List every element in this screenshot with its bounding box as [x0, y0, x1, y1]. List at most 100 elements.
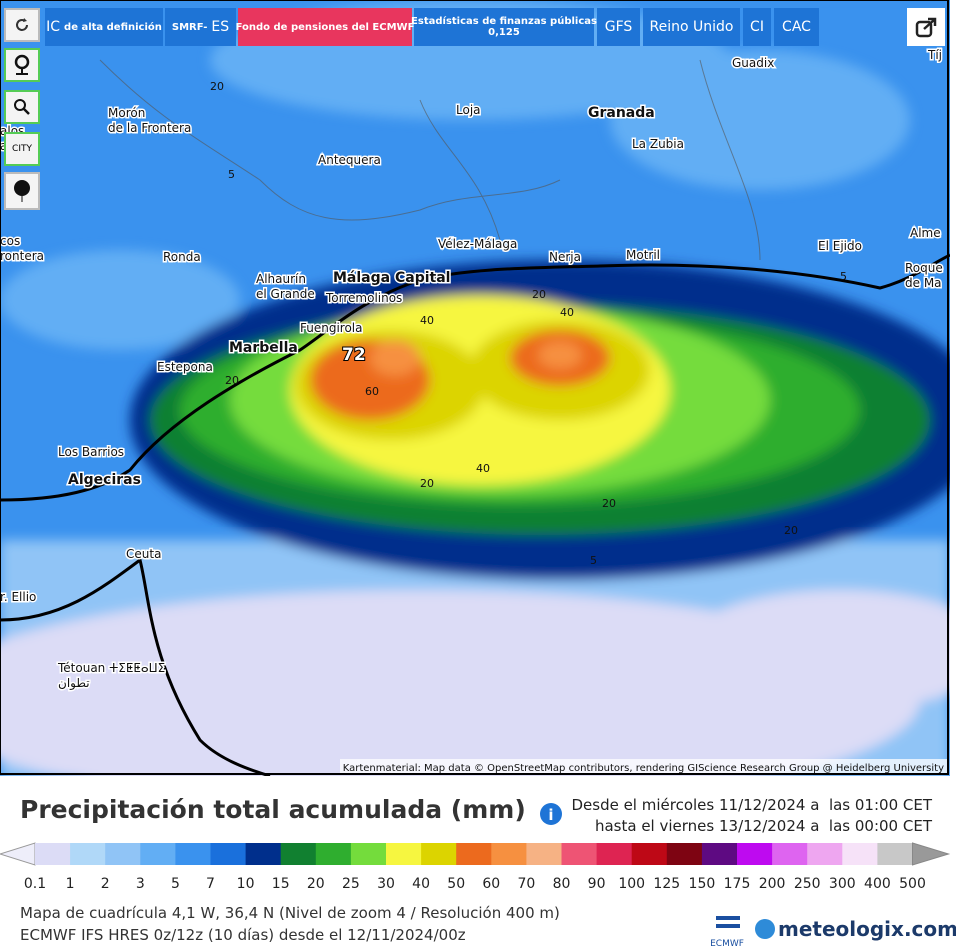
place-line: Motril [626, 248, 660, 262]
place-label: Morón de la Frontera [108, 106, 191, 135]
place-label: cos rontera [0, 234, 44, 263]
map: Morón de la Frontera Antequera Loja Granada L… [0, 0, 950, 776]
point-button[interactable] [4, 172, 40, 210]
zoom-button[interactable] [4, 90, 40, 124]
scale-label: 25 [342, 876, 360, 892]
place-label: Nerja [549, 250, 581, 264]
scale-label: 300 [829, 876, 856, 892]
precip-field [0, 0, 950, 776]
footer-grid: Mapa de cuadrícula 4,1 W, 36,4 N (Nivel … [20, 904, 560, 922]
button-text: Fondo de pensiones del ECMWF [235, 21, 415, 33]
legend-title: Precipitación total acumulada (mm) [20, 795, 526, 824]
scale-label: 20 [307, 876, 325, 892]
location-button[interactable] [4, 48, 40, 82]
meteologix-logo: meteologix.com [778, 917, 956, 941]
contour-label: 5 [840, 270, 847, 283]
place-label: Guadix [732, 56, 774, 70]
place-line: Loja [456, 103, 481, 117]
button-text: 0,125 [488, 27, 520, 38]
toolbar-button[interactable]: CAC [774, 8, 819, 46]
scale-swatch [877, 843, 913, 865]
button-text: Reino Unido [649, 19, 734, 35]
scale-swatch [70, 843, 106, 865]
scale-swatch [386, 843, 422, 865]
scale-swatch [105, 843, 141, 865]
contour-label: 5 [590, 554, 597, 567]
city-button[interactable]: CITY [4, 132, 40, 166]
scale-label: 15 [272, 876, 290, 892]
scale-label: 30 [377, 876, 395, 892]
place-label: Alme [910, 226, 941, 240]
place-label: Ronda [163, 250, 201, 264]
place-line: Torremolinos [325, 291, 402, 305]
place-label: Alhaurín el Grande [256, 272, 315, 301]
refresh-button[interactable] [4, 8, 40, 42]
scale-label: 2 [101, 876, 110, 892]
place-line: Ronda [163, 250, 201, 264]
toolbar-button[interactable]: Reino Unido [643, 8, 740, 46]
button-text: ES [211, 19, 230, 35]
scale-swatch [175, 843, 211, 865]
place-line: Alme [910, 226, 941, 240]
zoom-icon [14, 99, 30, 115]
period-from: Desde el miércoles 11/12/2024 a las 01:0… [571, 796, 932, 814]
button-text: SMRF- [171, 21, 208, 33]
scale-swatch [210, 843, 247, 865]
place-line: Morón [108, 106, 145, 120]
scale-swatch [35, 843, 71, 865]
place-line: el Grande [256, 287, 315, 301]
contour-label: 60 [365, 385, 379, 398]
scale-label: 400 [864, 876, 891, 892]
toolbar-button[interactable]: GFS [597, 8, 640, 46]
contour-label: 40 [476, 462, 490, 475]
scale-swatch [596, 843, 633, 865]
info-icon[interactable] [540, 803, 562, 825]
toolbar-button[interactable]: Fondo de pensiones del ECMWF [235, 8, 415, 46]
legend-panel: Precipitación total acumulada (mm) i Des… [0, 795, 956, 949]
place-line: Alhaurín [256, 272, 306, 286]
button-text: de alta definición [64, 21, 162, 33]
place-line: Málaga Capital [333, 270, 450, 286]
place-line: de Ma [905, 276, 942, 290]
scale-label: 80 [553, 876, 571, 892]
place-line: Nerja [549, 250, 581, 264]
button-text: Estadísticas de finanzas públicas [411, 16, 597, 27]
toolbar-button[interactable]: Estadísticas de finanzas públicas 0,125 [411, 8, 597, 46]
attribution-bg [340, 759, 948, 774]
ecmwf-logo: ECMWF [710, 939, 744, 949]
scale-swatch [350, 843, 387, 865]
place-label: Roque de Ma [905, 261, 943, 290]
place-line: Los Barrios [58, 445, 124, 459]
button-text: CAC [782, 19, 811, 35]
place-line: Tétouan ⵜⵉⵟⵟⴰⵡⵉ [57, 661, 165, 675]
scale-label: 10 [237, 876, 255, 892]
place-label: Ceuta [126, 547, 161, 561]
scale-label: 50 [447, 876, 465, 892]
point-icon [14, 180, 30, 202]
scale-swatch [561, 843, 598, 865]
contour-label: 20 [420, 477, 434, 490]
place-label: Málaga Capital [333, 270, 450, 286]
contour-label: 20 [784, 524, 798, 537]
place-line: Marbella [229, 340, 298, 356]
scale-arrow-right [912, 842, 951, 866]
place-line: r. Ellio [0, 590, 36, 604]
toolbar-button[interactable]: IC de alta definición [45, 8, 163, 46]
scale-label: 70 [517, 876, 535, 892]
share-button[interactable] [907, 8, 945, 46]
scale-label: 60 [482, 876, 500, 892]
place-line: Antequera [318, 153, 381, 167]
scale-swatch [421, 843, 457, 865]
scale-label: 7 [206, 876, 215, 892]
scale-label: 500 [899, 876, 926, 892]
contour-label: 5 [228, 168, 235, 181]
borders [99, 59, 761, 261]
contour-label: 20 [532, 288, 546, 301]
scale-swatch [526, 843, 562, 865]
info-i: i [548, 806, 553, 824]
ecmwf-mark [716, 916, 740, 928]
place-line: Granada [588, 105, 655, 121]
toolbar-button[interactable]: CI [743, 8, 771, 46]
toolbar-button[interactable]: SMRF- ES [165, 8, 236, 46]
